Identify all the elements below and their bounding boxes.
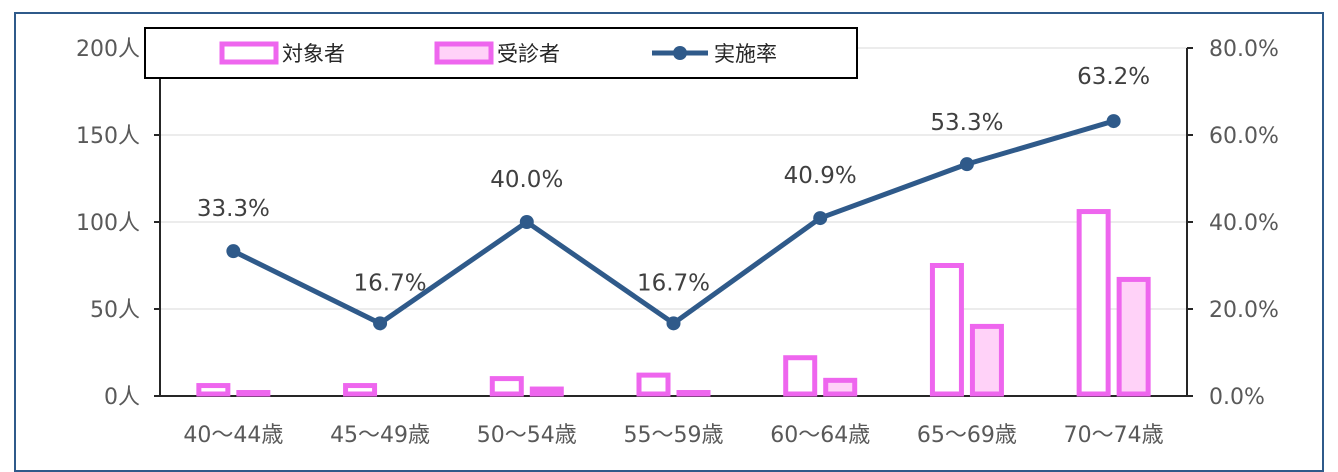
- x-tick-label: 70～74歳: [1064, 423, 1164, 448]
- bar-対象者: [343, 383, 378, 397]
- data-label: 53.3%: [930, 110, 1003, 136]
- y-right-tick-label: 80.0%: [1209, 37, 1279, 62]
- axes: 0人 50人 100人 150人 200人 0.0% 20.0% 40.0% 60.0% 80.0…: [76, 37, 1279, 448]
- bar-受診者: [969, 323, 1004, 397]
- y-left-tick-label: 150人: [76, 124, 140, 149]
- bar-受診者: [236, 390, 271, 397]
- line-point: [226, 244, 241, 259]
- bar-対象者: [1076, 209, 1111, 397]
- data-labels: 33.3% 16.7% 40.0% 16.7% 40.9% 53.3% 63.2%: [197, 64, 1150, 296]
- bar-受診者: [1116, 276, 1151, 397]
- legend-marker: [673, 46, 687, 60]
- bar-対象者: [783, 355, 818, 397]
- data-label: 63.2%: [1077, 64, 1150, 90]
- y-left-tick-label: 50人: [90, 298, 140, 323]
- x-tick-label: 60～64歳: [770, 423, 870, 448]
- x-tick-label: 50～54歳: [477, 423, 577, 448]
- y-right-tick-label: 0.0%: [1209, 385, 1265, 410]
- bar-受診者: [676, 390, 711, 397]
- legend: 対象者 受診者 実施率: [144, 27, 858, 79]
- bar-受診者: [823, 377, 858, 397]
- y-right-tick-label: 20.0%: [1209, 298, 1279, 323]
- x-tick-label: 65～69歳: [917, 423, 1017, 448]
- data-label: 40.0%: [490, 167, 563, 193]
- y-right-tick-label: 40.0%: [1209, 211, 1279, 236]
- legend-label: 実施率: [714, 42, 777, 66]
- x-tick-label: 55～59歳: [624, 423, 724, 448]
- bar-対象者: [929, 263, 964, 397]
- y-right-tick-label: 60.0%: [1209, 124, 1279, 149]
- chart: 0人 50人 100人 150人 200人 0.0% 20.0% 40.0% 60.0% 80.0…: [76, 27, 1279, 448]
- y-left-tick-label: 200人: [76, 37, 140, 62]
- bar-対象者: [636, 372, 671, 397]
- line-point: [813, 211, 828, 226]
- y-left-tick-label: 0人: [104, 385, 140, 410]
- line-point: [1106, 114, 1121, 129]
- data-label: 33.3%: [197, 196, 270, 222]
- legend-swatch-受診者: [434, 41, 494, 65]
- line-point: [959, 157, 974, 172]
- line-point: [519, 215, 534, 229]
- legend-label: 受診者: [497, 42, 560, 66]
- y-left-tick-label: 100人: [76, 211, 140, 236]
- bar-対象者: [489, 376, 524, 397]
- bar-対象者: [196, 383, 231, 397]
- x-tick-label: 40～44歳: [183, 423, 283, 448]
- data-label: 16.7%: [637, 270, 710, 296]
- bars: [196, 209, 1151, 397]
- line-series: [226, 114, 1121, 331]
- x-tick-label: 45～49歳: [330, 423, 430, 448]
- legend-swatch-対象者: [219, 41, 279, 65]
- legend-label: 対象者: [282, 42, 345, 66]
- data-label: 40.9%: [784, 163, 857, 189]
- line-point: [666, 316, 681, 331]
- line-point: [373, 316, 388, 331]
- data-label: 16.7%: [354, 270, 427, 296]
- bar-受診者: [529, 386, 564, 397]
